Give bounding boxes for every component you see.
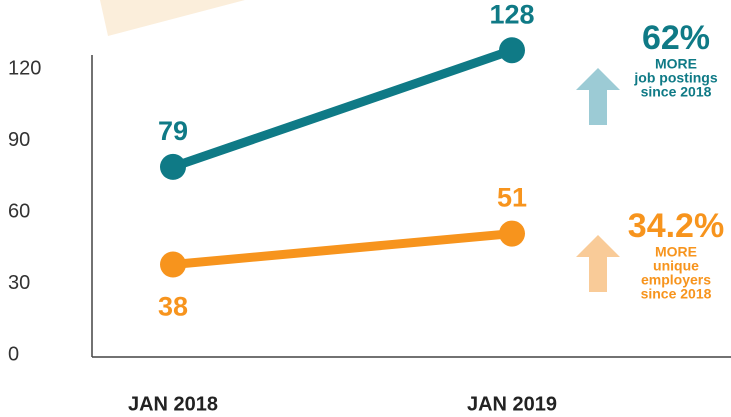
annotation: 34.2% <box>628 207 724 245</box>
data-label: 79 <box>158 116 188 146</box>
annotation: employers <box>641 272 711 288</box>
annotation: since 2018 <box>641 84 712 100</box>
annotation: MORE <box>655 56 697 72</box>
y-tick-label: 30 <box>8 272 30 294</box>
y-tick-label: 0 <box>8 343 19 365</box>
y-tick-label: 120 <box>8 58 41 80</box>
point <box>499 37 525 64</box>
decoration <box>100 0 245 36</box>
arrow <box>576 235 620 292</box>
series-line <box>172 229 513 270</box>
data-label: 51 <box>497 183 527 213</box>
point <box>499 220 525 247</box>
annotation: job postings <box>633 70 717 86</box>
point <box>160 251 186 278</box>
annotation: 62% <box>642 19 710 57</box>
x-tick-label: JAN 2019 <box>467 393 557 415</box>
annotation: unique <box>653 258 699 274</box>
annotation: since 2018 <box>641 286 712 302</box>
y-tick-label: 90 <box>8 129 30 151</box>
arrow <box>576 68 620 125</box>
data-label: 128 <box>489 0 534 29</box>
series-line <box>171 45 514 172</box>
x-tick-label: JAN 2018 <box>128 393 218 415</box>
data-label: 38 <box>158 292 188 322</box>
point <box>160 153 186 180</box>
annotation: MORE <box>655 244 697 260</box>
y-tick-label: 60 <box>8 200 30 222</box>
